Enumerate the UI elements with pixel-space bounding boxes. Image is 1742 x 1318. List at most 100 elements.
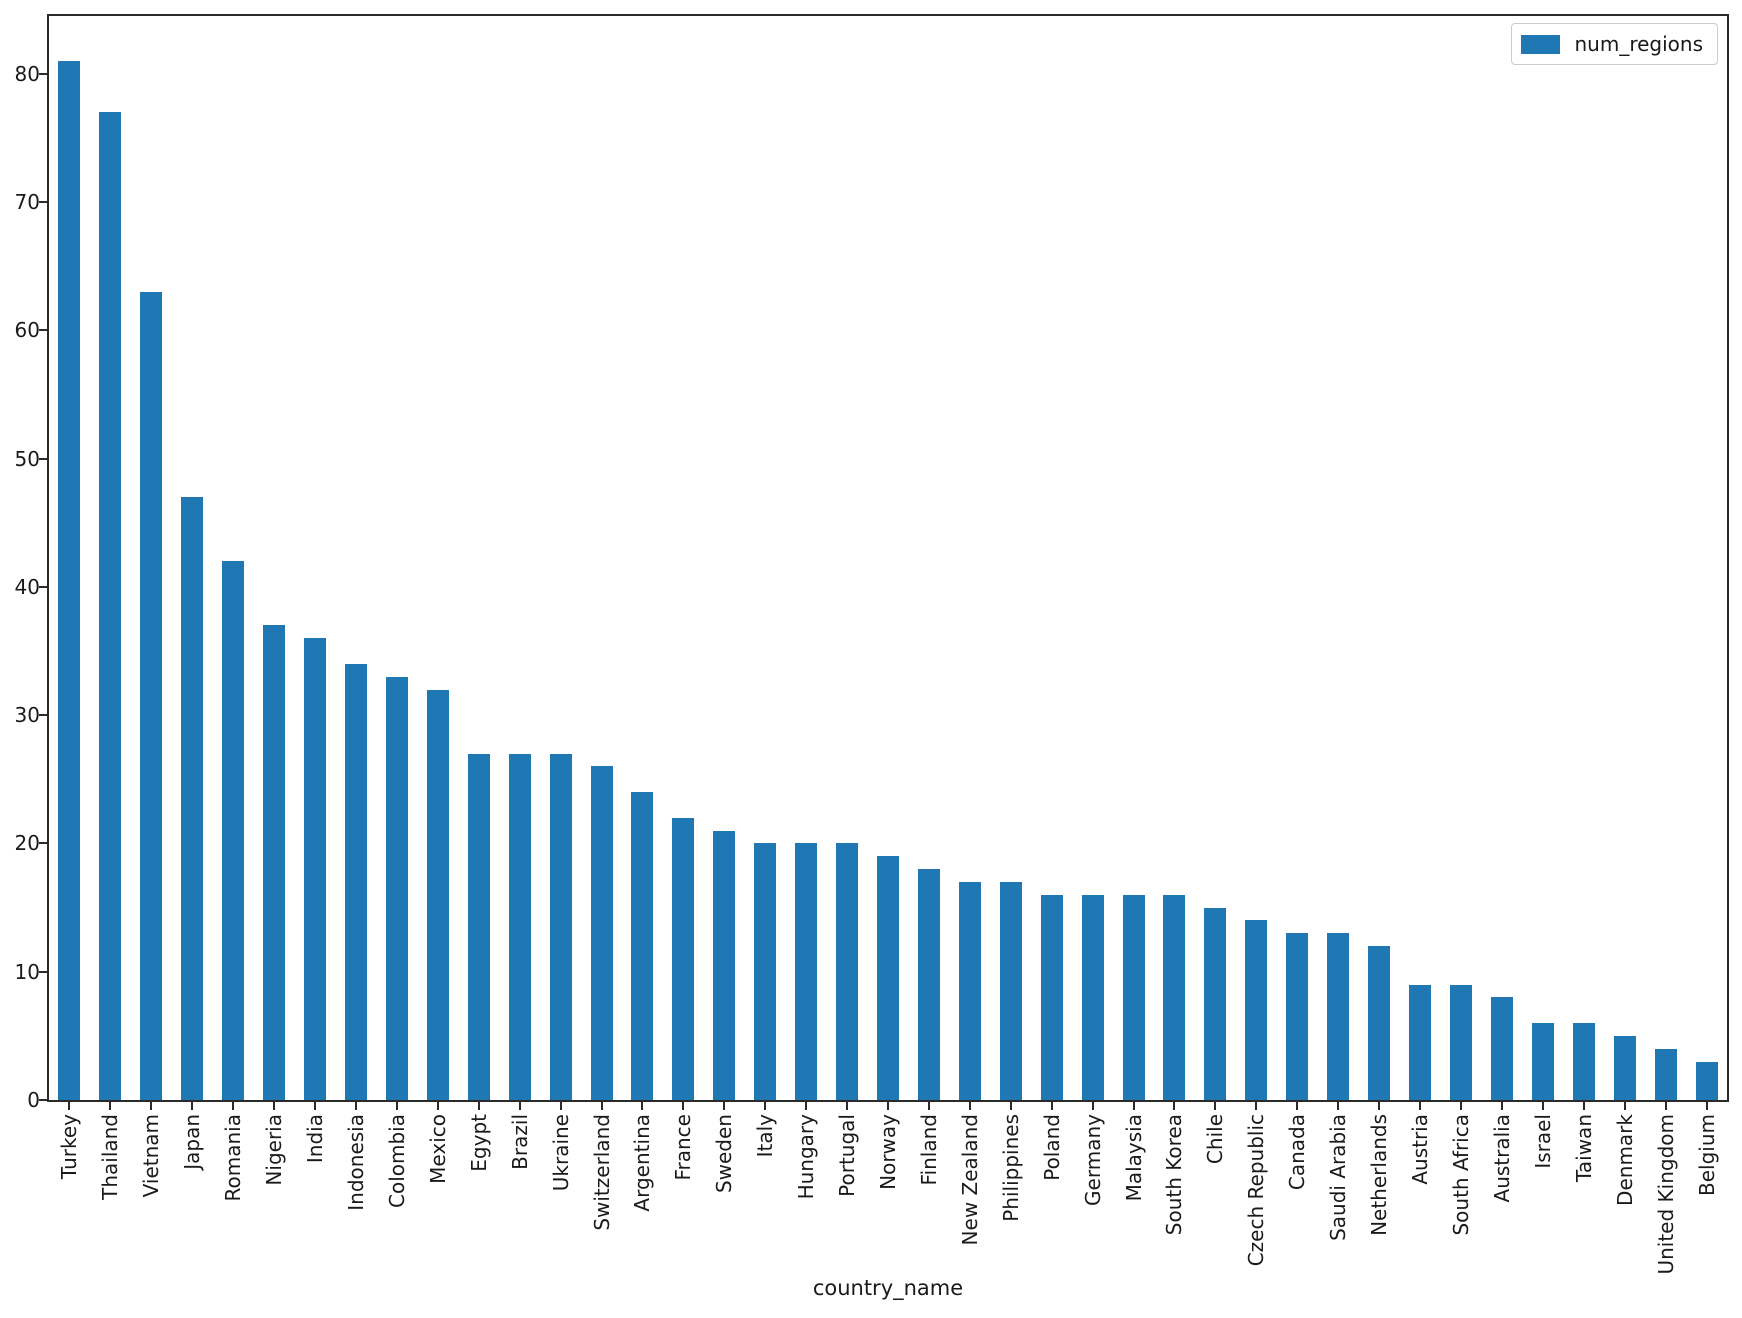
y-tick-label: 40 [14,574,40,599]
bar [1613,1035,1636,1100]
x-tick-label: France [667,1114,699,1284]
y-tick-label: 80 [14,61,40,86]
x-tick-label-text: Vietnam [139,1114,164,1198]
y-tick-label: 0 [27,1088,40,1112]
x-tick-mark [150,1102,153,1110]
x-tick-label-text: Egypt [466,1114,491,1172]
x-tick-label-text: Philippines [998,1114,1023,1222]
x-tick-label: Brazil [504,1114,536,1284]
bar [1081,894,1104,1100]
x-tick-mark [846,1102,849,1110]
x-tick-label: Egypt [463,1114,495,1284]
y-tick-label: 70 [14,190,40,214]
x-tick-label: Poland [1036,1114,1068,1284]
y-tick-label: 10 [14,959,40,984]
x-tick-mark [232,1102,235,1110]
bar [1531,1023,1554,1100]
bar [304,638,327,1100]
y-tick-mark [39,1099,47,1101]
x-tick-label: South Korea [1158,1114,1190,1284]
x-tick-mark [1296,1102,1299,1110]
bar [713,830,736,1100]
x-tick-label: Thailand [94,1114,126,1284]
bar [836,843,859,1100]
bar [754,843,777,1100]
x-tick-label: Czech Republic [1240,1114,1272,1284]
x-tick-label-text: Israel [1530,1114,1555,1169]
x-tick-label-text: France [671,1114,696,1181]
bar [1368,946,1391,1100]
y-tick-label: 50 [14,446,40,471]
bar [631,792,654,1100]
x-tick-label: Germany [1077,1114,1109,1284]
x-tick-label: Switzerland [586,1114,618,1284]
bar [467,753,490,1100]
x-tick-mark [1459,1102,1462,1110]
x-tick-mark [395,1102,398,1110]
x-tick-label: Portugal [831,1114,863,1284]
x-tick-label-text: Turkey [57,1114,82,1180]
y-tick-mark [39,329,47,332]
bar [1040,894,1063,1100]
x-tick-mark [1173,1102,1176,1110]
y-tick-mark [39,714,47,717]
x-tick-label-text: Portugal [835,1114,860,1197]
bar [344,663,367,1100]
bar [1327,933,1350,1100]
x-tick-mark [968,1102,971,1110]
x-tick-label: Mexico [422,1114,454,1284]
x-axis-title: country_name [812,1276,964,1300]
x-tick-label: Ukraine [545,1114,577,1284]
x-tick-label: Canada [1281,1114,1313,1284]
x-tick-mark [1378,1102,1381,1110]
x-tick-label-text: United Kingdom [1653,1114,1678,1275]
x-tick-mark [1705,1102,1708,1110]
bar [1122,894,1145,1100]
x-tick-label-text: Austria [1408,1114,1433,1185]
x-tick-label-text: India [303,1114,328,1164]
x-tick-label: Romania [217,1114,249,1284]
x-tick-label: Italy [749,1114,781,1284]
legend-label: num_regions [1574,32,1703,56]
x-tick-label-text: Denmark [1612,1114,1637,1206]
x-tick-mark [191,1102,194,1110]
x-tick-label-text: New Zealand [957,1114,982,1246]
x-tick-mark [1582,1102,1585,1110]
x-tick-label-text: Australia [1489,1114,1514,1203]
x-tick-mark [314,1102,317,1110]
x-tick-label: Argentina [626,1114,658,1284]
x-tick-label: Colombia [381,1114,413,1284]
y-tick-label: 20 [14,831,40,856]
x-tick-label-text: Argentina [630,1114,655,1212]
x-tick-label-text: Mexico [425,1114,450,1184]
x-tick-label: Vietnam [135,1114,167,1284]
y-tick-mark [39,72,47,75]
y-tick-mark [39,585,47,588]
x-tick-label: Malaysia [1118,1114,1150,1284]
x-tick-label: Norway [872,1114,904,1284]
bar [1572,1023,1595,1100]
x-tick-label: Belgium [1691,1114,1723,1284]
bar [58,60,81,1100]
x-tick-label: Philippines [995,1114,1027,1284]
bar [263,625,286,1100]
bar [1163,894,1186,1100]
bar [999,881,1022,1100]
x-tick-mark [1337,1102,1340,1110]
x-tick-label-text: Saudi Arabia [1326,1114,1351,1241]
bar [1409,984,1432,1100]
x-tick-label-text: Canada [1285,1114,1310,1191]
x-tick-label: Japan [176,1114,208,1284]
bars-layer [49,16,1727,1100]
x-tick-label: Israel [1527,1114,1559,1284]
bar [917,869,940,1100]
x-tick-mark [436,1102,439,1110]
y-tick-mark [39,842,47,845]
x-tick-label: Turkey [53,1114,85,1284]
x-tick-mark [1009,1102,1012,1110]
x-tick-label-text: Belgium [1694,1114,1719,1196]
x-tick-label-text: Switzerland [589,1114,614,1231]
x-tick-label: Chile [1199,1114,1231,1284]
x-tick-mark [682,1102,685,1110]
x-tick-mark [559,1102,562,1110]
